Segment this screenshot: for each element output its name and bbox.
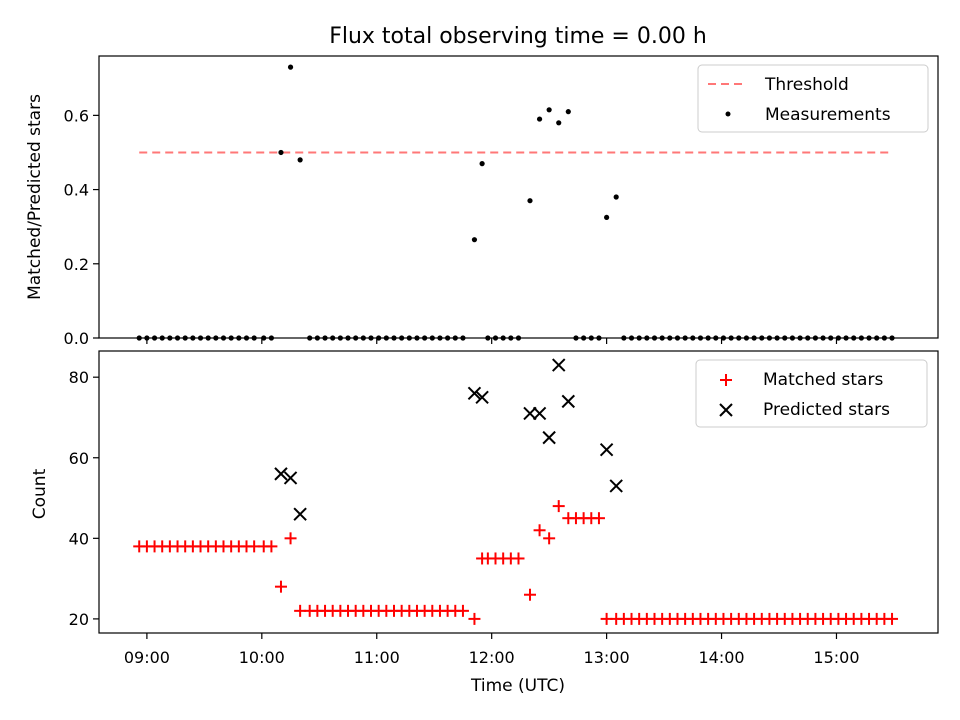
bottom-axis-ticks: 20 40 60 80 09:00 10:00 11:00 12:00 13:00 14:00 15… [69,368,860,667]
predicted-x-b [475,390,489,405]
predicted-star-point [599,442,614,457]
bottom-legend: Matched stars Predicted stars [695,359,928,428]
y-tick-label: 0.6 [64,106,89,125]
x-tick-label: 10:00 [239,648,285,667]
predicted-star-point [274,467,288,481]
predicted-star-point [293,507,307,521]
y-tick-label: 60 [69,449,89,468]
predicted-star-point [542,430,556,445]
matched-star-point [552,500,565,513]
predicted-star-point [552,358,566,372]
predicted-x-b [542,430,556,445]
predicted-x-b [561,394,576,409]
predicted-star-point [609,479,623,493]
measurement-point [604,214,610,221]
matched-star-point [886,612,899,625]
legend-predicted-label: Predicted stars [763,400,890,420]
measurement-point [536,116,543,122]
x-tick-label: 13:00 [584,648,630,667]
top-y-axis-label: Matched/Predicted stars [25,94,45,300]
matched-star-point [456,604,469,617]
y-tick-label: 40 [69,529,89,548]
top-panel: Flux total observing time = 0.00 h Match… [25,24,939,348]
x-tick-label: 12:00 [469,648,515,667]
measurement-point [297,157,303,163]
measurement-point [479,161,485,167]
predicted-x-b [532,406,547,421]
chart-title: Flux total observing time = 0.00 h [329,24,707,49]
predicted-x-b [293,507,307,521]
predicted-star-point [561,394,576,409]
legend-threshold-label: Threshold [764,75,849,95]
y-tick-label: 0.0 [64,329,89,348]
x-tick-label: 14:00 [698,648,744,667]
top-legend-box [697,64,929,133]
bottom-plot-frame [98,350,939,634]
top-legend: Threshold Measurements [697,64,929,133]
predicted-x-b [467,386,482,401]
matched-star-point [265,540,278,553]
top-plot-frame [98,55,939,339]
matched-star-point [592,512,605,525]
measurement-point [565,109,571,115]
bottom-panel: Count 20 40 60 80 09:00 10:00 11:00 12:00 13:00 1… [30,350,939,696]
y-tick-label: 0.2 [64,255,89,274]
predicted-star-point [467,386,482,401]
measurement-point [556,120,562,126]
measurement-point [527,198,533,204]
matched-star-point [284,532,297,545]
x-tick-label: 09:00 [124,648,170,667]
predicted-x-b [283,471,298,485]
matched-star-point [274,580,287,593]
matched-star-point [523,588,536,601]
top-axis-ticks: 0.0 0.2 0.4 0.6 [64,106,838,348]
predicted-x-b [609,479,623,493]
measurement-point [471,237,478,243]
measurement-point [613,194,619,200]
predicted-x-b [599,442,614,457]
predicted-star-point [475,390,489,405]
matched-star-point [468,612,481,625]
y-tick-label: 20 [69,610,89,629]
bottom-legend-box [695,359,928,428]
matched-star-point [543,532,556,545]
measurement-point [287,64,294,70]
predicted-x-b [523,406,537,421]
predicted-star-point [532,406,547,421]
x-tick-label: 15:00 [813,648,859,667]
matched-legend-marker [720,374,732,386]
y-tick-label: 0.4 [64,181,89,200]
x-axis-label: Time (UTC) [470,676,565,696]
legend-matched-label: Matched stars [763,370,883,390]
measurements-legend-marker [725,111,731,117]
bottom-y-axis-label: Count [30,468,50,519]
predicted-legend-marker [719,403,733,417]
measurement-point [546,107,552,113]
matched-star-point [512,552,525,565]
predicted-star-point [523,406,537,421]
measurement-point [278,149,284,156]
x-tick-label: 11:00 [354,648,400,667]
predicted-x-b [274,467,288,481]
legend-measurements-label: Measurements [765,105,891,125]
bottom-plot-marks [133,358,899,625]
matched-star-point [533,524,546,537]
y-tick-label: 80 [69,368,89,387]
predicted-star-point [283,471,298,485]
predicted-x-b [552,358,566,372]
